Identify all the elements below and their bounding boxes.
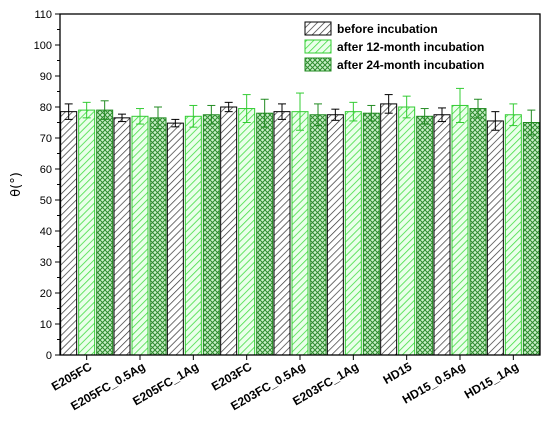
x-tick-label-E203FC: E203FC xyxy=(209,359,254,393)
legend-label-series-3: after 24-month incubation xyxy=(337,58,484,72)
y-tick-label: 60 xyxy=(40,164,52,176)
bars xyxy=(60,103,540,356)
bar-HD15_0.5Ag-series-2 xyxy=(451,104,469,356)
y-tick-label: 80 xyxy=(40,102,52,114)
y-tick-label: 50 xyxy=(40,195,52,207)
y-tick-label: 20 xyxy=(40,288,52,300)
bar-HD15-series-2 xyxy=(398,106,416,356)
bar-E205FC_1Ag-series-2 xyxy=(184,115,202,356)
y-tick-label: 110 xyxy=(34,9,52,21)
y-tick-label: 10 xyxy=(40,319,52,331)
bar-HD15_1Ag-series-3 xyxy=(522,122,540,356)
legend-swatch-series-2 xyxy=(304,39,332,54)
bar-E203FC_1Ag-series-1 xyxy=(326,114,344,356)
bar-E203FC-series-2 xyxy=(238,108,256,356)
bar-E205FC_1Ag-series-1 xyxy=(166,122,184,356)
bar-E205FC-series-1 xyxy=(60,111,78,356)
bar-E203FC_1Ag-series-3 xyxy=(362,112,380,356)
bar-E205FC_0.5Ag-series-1 xyxy=(113,117,131,356)
y-axis-label: θ(°) xyxy=(9,172,24,197)
bar-E203FC_0.5Ag-series-1 xyxy=(273,111,291,356)
y-tick-label: 100 xyxy=(34,40,52,52)
bar-HD15_0.5Ag-series-3 xyxy=(469,108,487,356)
bar-E205FC_0.5Ag-series-3 xyxy=(149,117,167,356)
legend: before incubation after 12-month incubati… xyxy=(304,21,484,72)
y-tick-label: 70 xyxy=(40,133,52,145)
bar-HD15-series-3 xyxy=(416,115,434,356)
y-tick-label: 30 xyxy=(40,257,52,269)
bar-E203FC_0.5Ag-series-3 xyxy=(309,114,327,356)
bar-E203FC-series-1 xyxy=(220,106,238,356)
bar-E203FC_0.5Ag-series-2 xyxy=(291,111,309,356)
bar-E203FC-series-3 xyxy=(256,112,274,356)
x-tick-label-HD15: HD15 xyxy=(381,359,415,387)
legend-swatch-series-3 xyxy=(304,57,332,72)
bar-E205FC-series-3 xyxy=(96,109,114,356)
bar-E203FC_1Ag-series-2 xyxy=(344,111,362,356)
bar-E205FC_0.5Ag-series-2 xyxy=(131,115,149,356)
legend-label-series-1: before incubation xyxy=(337,22,438,36)
x-tick-label-E205FC: E205FC xyxy=(49,359,94,393)
bar-HD15_0.5Ag-series-1 xyxy=(433,114,451,356)
bar-E205FC-series-2 xyxy=(78,109,96,356)
bar-HD15_1Ag-series-1 xyxy=(486,120,504,356)
x-axis-ticks xyxy=(86,355,514,360)
y-axis-ticks: 0 10 20 30 40 50 60 70 80 90 100 110 xyxy=(34,9,60,362)
legend-label-series-2: after 12-month incubation xyxy=(337,40,484,54)
y-tick-label: 0 xyxy=(46,350,52,362)
bar-E205FC_1Ag-series-3 xyxy=(202,114,220,356)
y-tick-label: 40 xyxy=(40,226,52,238)
bar-HD15-series-1 xyxy=(380,103,398,356)
legend-swatch-series-1 xyxy=(304,21,332,36)
bar-HD15_1Ag-series-2 xyxy=(504,114,522,356)
error-bars xyxy=(64,87,536,136)
x-tick-label-HD15_1Ag: HD15_1Ag xyxy=(462,359,521,401)
y-tick-label: 90 xyxy=(40,71,52,83)
